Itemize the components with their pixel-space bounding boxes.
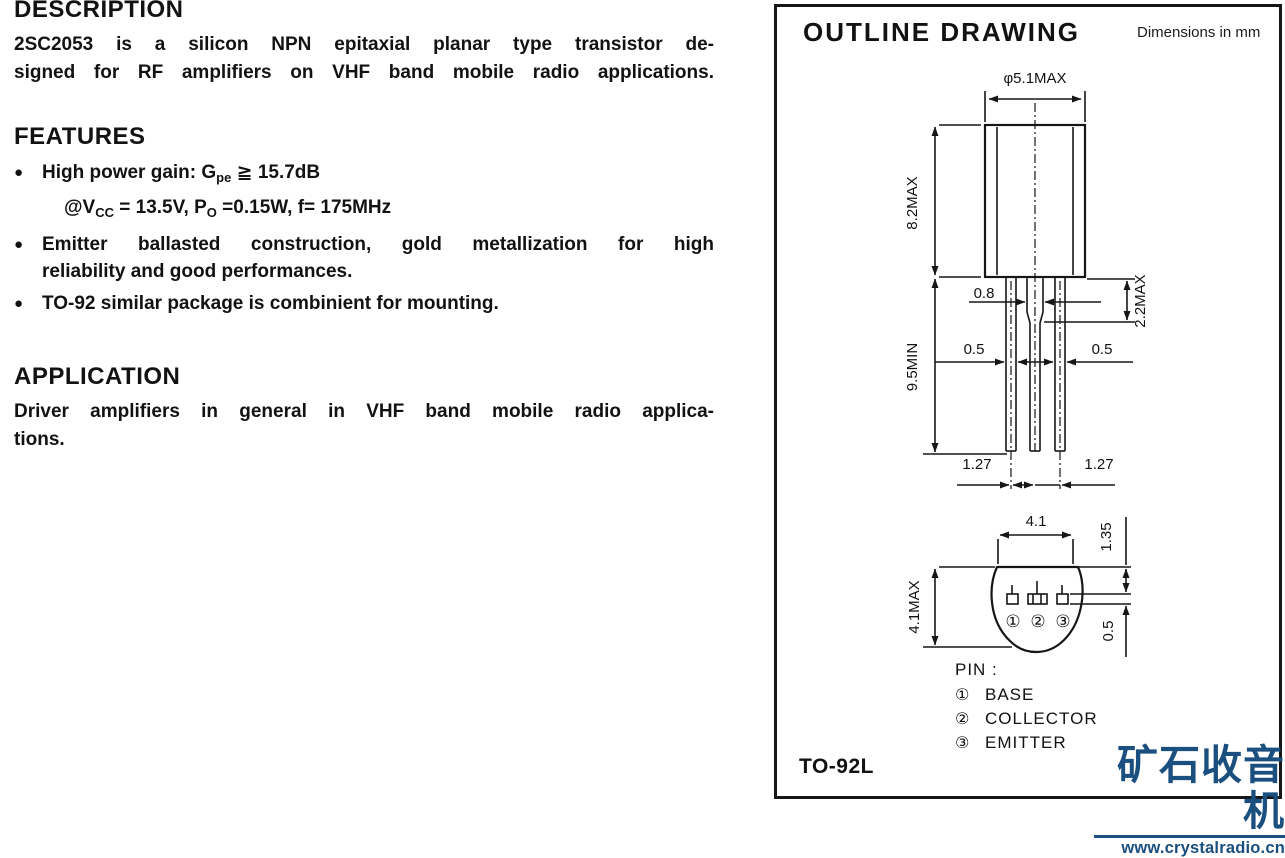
svg-text:φ5.1MAX: φ5.1MAX xyxy=(1003,70,1066,87)
svg-text:0.8: 0.8 xyxy=(974,285,995,302)
outline-drawing-title: OUTLINE DRAWING xyxy=(803,17,1080,47)
pin-name: EMITTER xyxy=(985,733,1067,752)
pin-row-collector: ② COLLECTOR xyxy=(955,708,1098,730)
pin-number-icon: ① xyxy=(955,685,971,704)
pin-legend: PIN : ① BASE ② COLLECTOR ③ EMITTER xyxy=(955,660,1098,754)
application-line-1: Driver amplifiers in general in VHF band… xyxy=(14,401,714,422)
outline-drawing-box: OUTLINE DRAWING Dimensions in mm φ5.1MAX… xyxy=(774,4,1282,799)
watermark: 矿石收音机 www.crystalradio.cn xyxy=(1094,742,1285,858)
dim-lead-pitch: 1.27 1.27 xyxy=(957,456,1115,489)
application-paragraph: Driver amplifiers in general in VHF band… xyxy=(14,398,714,454)
svg-text:0.5: 0.5 xyxy=(964,341,985,358)
pin-name: BASE xyxy=(985,685,1035,704)
features-heading: FEATURES xyxy=(14,123,146,150)
description-line-2: signed for RF amplifiers on VHF band mob… xyxy=(14,62,714,83)
features-list: ● High power gain: Gpe ≧ 15.7dB @VCC = 1… xyxy=(14,159,714,317)
bullet-icon: ● xyxy=(14,295,24,312)
outline-drawing-svg: φ5.1MAX 8.2MAX 9.5MIN xyxy=(904,70,1149,657)
feature-item-package: ● TO-92 similar package is combinient fo… xyxy=(14,290,714,317)
pin-row-base: ① BASE xyxy=(955,684,1098,706)
svg-text:8.2MAX: 8.2MAX xyxy=(904,176,921,229)
pin-marker-1: ① xyxy=(1005,612,1020,632)
description-line-1: 2SC2053 is a silicon NPN epitaxial plana… xyxy=(14,34,714,55)
pin-number-icon: ③ xyxy=(955,733,971,752)
text-column: DESCRIPTION 2SC2053 is a silicon NPN epi… xyxy=(14,0,714,454)
svg-text:0.5: 0.5 xyxy=(1092,341,1113,358)
pin-row-emitter: ③ EMITTER xyxy=(955,732,1098,754)
pin-marker-2: ② xyxy=(1030,612,1045,632)
description-paragraph: 2SC2053 is a silicon NPN epitaxial plana… xyxy=(14,31,714,87)
dim-body-height: 8.2MAX xyxy=(904,124,981,278)
feature-item-gain: ● High power gain: Gpe ≧ 15.7dB @VCC = 1… xyxy=(14,159,714,226)
package-bottom-view: ① ② ③ xyxy=(990,565,1131,653)
svg-text:9.5MIN: 9.5MIN xyxy=(904,343,921,391)
watermark-url: www.crystalradio.cn xyxy=(1094,835,1285,858)
dimensions-unit-note: Dimensions in mm xyxy=(1137,24,1261,41)
feature-item-emitter: ● Emitter ballasted construction, gold m… xyxy=(14,231,714,285)
pin-legend-label: PIN : xyxy=(955,660,998,679)
bullet-icon: ● xyxy=(14,236,24,253)
dim-shoulder-height: 2.2MAX xyxy=(1044,274,1149,328)
dim-bottom-flat-width: 4.1 xyxy=(997,513,1074,564)
description-heading: DESCRIPTION xyxy=(14,0,184,23)
dim-lead-widths: 0.5 0.5 xyxy=(935,341,1133,366)
dim-top-diameter: φ5.1MAX xyxy=(984,70,1086,122)
dim-center-lead-width: 0.8 xyxy=(969,285,1101,306)
feature-emitter-line-2: reliability and good performances. xyxy=(42,261,353,282)
feature-gain-conditions: @VCC = 13.5V, PO =0.15W, f= 175MHz xyxy=(64,197,392,220)
pin-marker-3: ③ xyxy=(1055,612,1070,632)
svg-text:1.27: 1.27 xyxy=(1084,456,1113,473)
svg-text:1.35: 1.35 xyxy=(1098,522,1115,551)
svg-text:4.1: 4.1 xyxy=(1026,513,1047,530)
application-heading: APPLICATION xyxy=(14,363,181,390)
dim-lead-length: 9.5MIN xyxy=(904,278,1007,455)
watermark-logo-text: 矿石收音机 xyxy=(1117,741,1285,835)
pin-number-icon: ② xyxy=(955,709,971,728)
package-leads-front-view xyxy=(1005,277,1066,489)
feature-emitter-line-1: Emitter ballasted construction, gold met… xyxy=(42,234,714,255)
svg-text:2.2MAX: 2.2MAX xyxy=(1132,274,1149,327)
feature-gain-line: High power gain: Gpe ≧ 15.7dB xyxy=(42,162,321,185)
svg-text:0.5: 0.5 xyxy=(1100,621,1117,642)
application-line-2: tions. xyxy=(14,429,65,450)
pin-name: COLLECTOR xyxy=(985,709,1098,728)
dim-bottom-body-width: 4.1MAX xyxy=(906,566,1012,648)
dim-pin-offset: 1.35 xyxy=(1078,517,1131,593)
dim-pin-line-gap: 0.5 xyxy=(1100,605,1130,657)
svg-text:1.27: 1.27 xyxy=(962,456,991,473)
package-name-label: TO-92L xyxy=(799,755,874,778)
svg-text:4.1MAX: 4.1MAX xyxy=(906,580,923,633)
bullet-icon: ● xyxy=(14,164,24,181)
feature-package-line: TO-92 similar package is combinient for … xyxy=(42,293,499,314)
package-body-front-view xyxy=(983,103,1087,451)
